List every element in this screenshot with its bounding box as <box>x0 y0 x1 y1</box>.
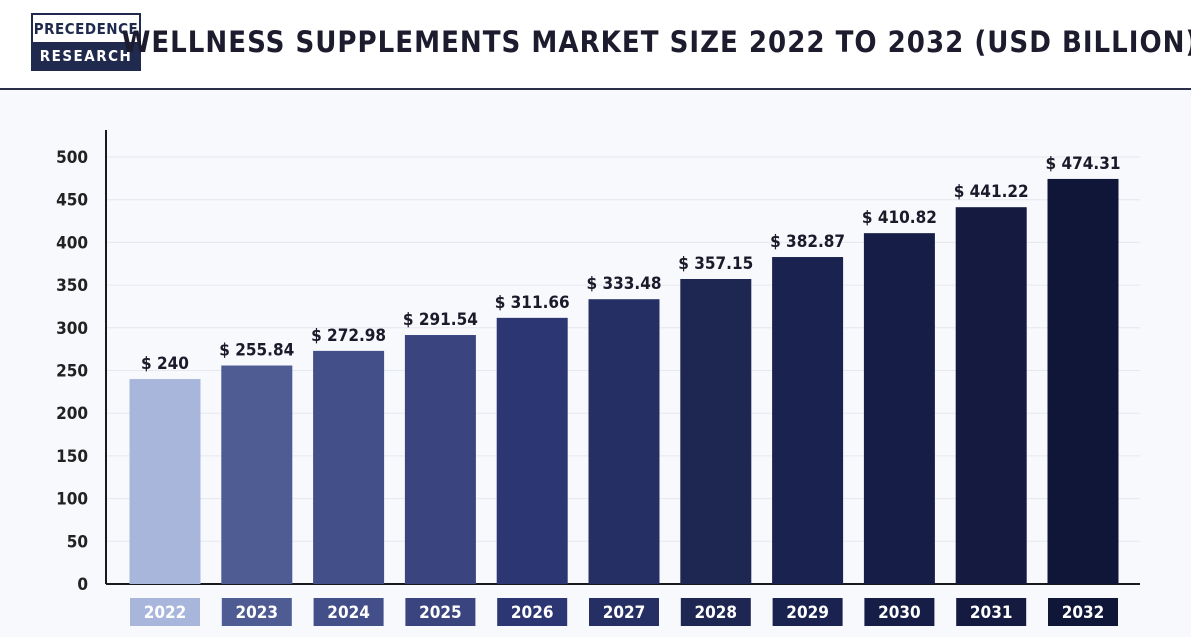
category-label: 2024 <box>327 603 370 623</box>
header: PRECEDENCE RESEARCH WELLNESS SUPPLEMENTS… <box>0 0 1191 90</box>
category-box <box>313 598 384 626</box>
category-box <box>772 598 843 626</box>
y-tick-label: 0 <box>77 575 88 595</box>
logo-line-2: RESEARCH <box>33 42 139 69</box>
category-box <box>864 598 935 626</box>
logo-line-1: PRECEDENCE <box>33 19 139 38</box>
data-label: $ 333.48 <box>587 274 662 294</box>
bar <box>404 335 476 584</box>
chart-title: WELLNESS SUPPLEMENTS MARKET SIZE 2022 TO… <box>121 25 1191 59</box>
data-label: $ 240 <box>141 354 189 374</box>
category-box <box>956 598 1027 626</box>
data-label: $ 311.66 <box>495 293 570 313</box>
y-tick-label: 250 <box>56 362 88 382</box>
y-tick-label: 100 <box>56 490 88 510</box>
data-label: $ 291.54 <box>403 310 478 330</box>
y-tick-label: 50 <box>67 532 88 552</box>
y-tick-label: 300 <box>56 319 88 339</box>
y-tick-label: 500 <box>56 148 88 168</box>
bar <box>129 379 201 584</box>
data-label: $ 255.84 <box>219 341 294 361</box>
brand-logo: PRECEDENCE RESEARCH <box>31 13 141 71</box>
category-box <box>497 598 568 626</box>
category-box <box>405 598 476 626</box>
bar <box>955 207 1027 584</box>
category-label: 2025 <box>419 603 462 623</box>
category-label: 2026 <box>511 603 554 623</box>
category-label: 2023 <box>236 603 279 623</box>
data-label: $ 382.87 <box>770 232 845 252</box>
y-tick-label: 350 <box>56 276 88 296</box>
bar <box>1047 178 1119 584</box>
category-label: 2032 <box>1062 603 1105 623</box>
category-box <box>221 598 292 626</box>
chart-area: 0 50 100 150 200 250 300 350 400 450 500 $ 240 2022 $… <box>0 90 1191 637</box>
y-tick-label: 150 <box>56 447 88 467</box>
data-label: $ 357.15 <box>678 254 753 274</box>
bar <box>313 350 385 584</box>
bar <box>863 233 935 584</box>
category-label: 2031 <box>970 603 1013 623</box>
data-label: $ 410.82 <box>862 208 937 228</box>
category-label: 2029 <box>786 603 829 623</box>
y-tick-label: 200 <box>56 404 88 424</box>
data-label: $ 441.22 <box>954 182 1029 202</box>
bar <box>496 317 568 584</box>
category-label: 2030 <box>878 603 921 623</box>
category-label: 2028 <box>695 603 738 623</box>
bar <box>680 278 752 584</box>
data-label: $ 474.31 <box>1046 154 1121 174</box>
category-label: 2022 <box>144 603 187 623</box>
bar <box>772 257 844 584</box>
data-label: $ 272.98 <box>311 326 386 346</box>
category-box <box>680 598 751 626</box>
y-tick-label: 400 <box>56 233 88 253</box>
category-box <box>130 598 200 626</box>
category-box <box>1048 598 1118 626</box>
y-tick-label: 450 <box>56 191 88 211</box>
bar-chart: 0 50 100 150 200 250 300 350 400 450 500 $ 240 2022 $… <box>56 130 1140 626</box>
bar <box>588 299 660 584</box>
bar <box>221 365 293 584</box>
category-box <box>589 598 659 626</box>
category-label: 2027 <box>603 603 646 623</box>
